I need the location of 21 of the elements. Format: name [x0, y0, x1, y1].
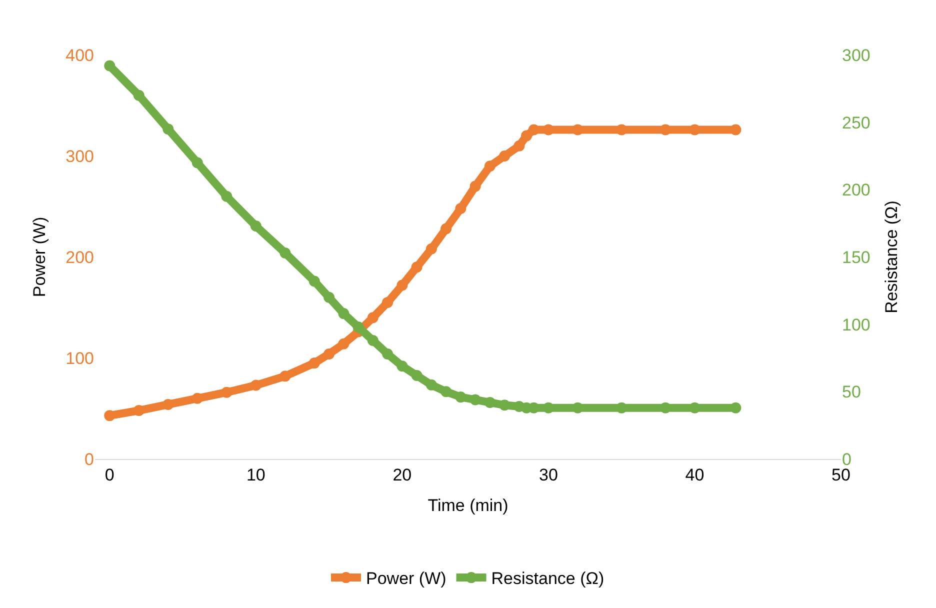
legend-label: Power (W)	[366, 569, 446, 588]
y-axis-title: Power (W)	[30, 216, 50, 298]
legend-label: Resistance (Ω)	[491, 569, 604, 588]
x-tick-label: 40	[685, 465, 704, 484]
y2-tick-label: 100	[842, 315, 870, 334]
y-tick-label: 100	[66, 348, 94, 368]
x-axis-title: Time (min)	[428, 496, 508, 515]
y2-tick-label: 50	[842, 382, 861, 402]
y2-tick-label: 200	[842, 180, 870, 200]
y-tick-label: 200	[66, 248, 94, 267]
y2-tick-label: 150	[842, 248, 870, 267]
x-tick-label: 20	[392, 465, 412, 484]
y2-axis-title: Resistance (Ω)	[882, 200, 901, 314]
x-tick-label: 0	[104, 465, 114, 484]
y-tick-label: 0	[84, 450, 94, 469]
y-tick-label: 400	[66, 46, 94, 65]
x-tick-label: 10	[246, 465, 266, 484]
y-tick-label: 300	[66, 146, 94, 166]
x-tick-label: 30	[538, 465, 558, 484]
y2-tick-label: 250	[842, 113, 870, 132]
y2-tick-label: 300	[842, 46, 870, 65]
